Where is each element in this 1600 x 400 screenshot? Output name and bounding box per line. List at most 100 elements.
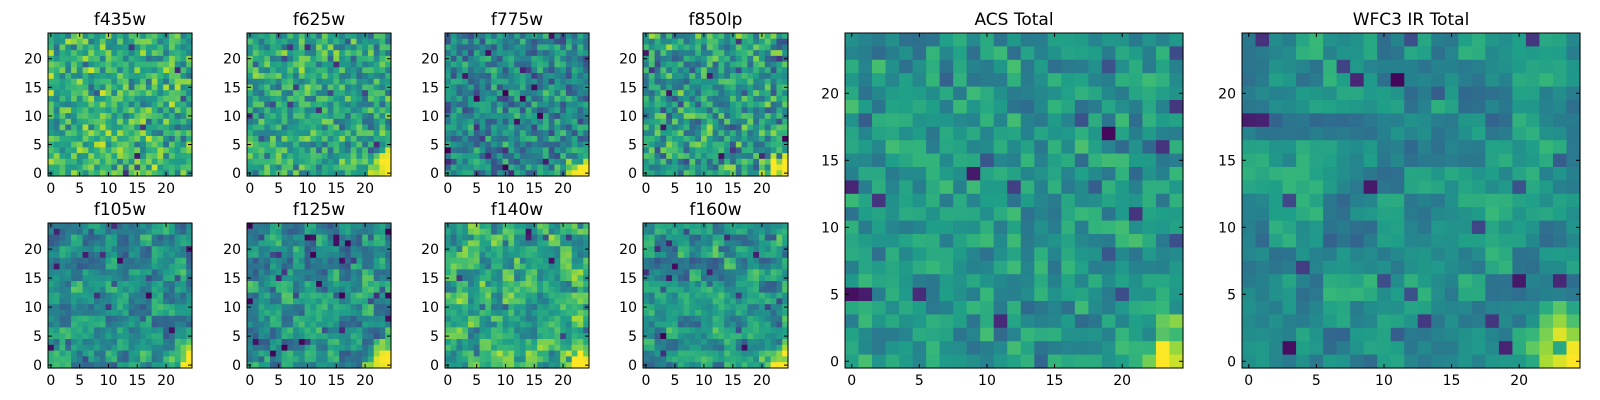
heatmap-cell [174, 55, 182, 63]
heatmap-cell [298, 292, 306, 299]
heatmap-cell [683, 234, 690, 241]
heatmap-cell [333, 67, 340, 74]
heatmap-cell [140, 356, 147, 363]
x-tick-label: 5 [75, 181, 84, 197]
heatmap-cell [105, 310, 112, 317]
heatmap-cell [293, 164, 300, 171]
heatmap-cell [270, 147, 277, 154]
x-tick-label: 15 [525, 181, 543, 197]
heatmap-cell [683, 61, 690, 68]
heatmap-cell [76, 84, 84, 91]
heatmap-cell [554, 118, 561, 126]
heatmap-cell [122, 292, 130, 299]
heatmap-cell [565, 164, 573, 171]
heatmap-cell [730, 55, 737, 63]
heatmap-cell [491, 333, 498, 340]
heatmap-cell [666, 153, 673, 160]
heatmap-cell [180, 350, 187, 357]
heatmap-cell [111, 298, 118, 305]
heatmap-cell [677, 50, 685, 57]
heatmap-cell [514, 118, 521, 126]
heatmap-cell [270, 223, 277, 230]
heatmap-cell [350, 147, 358, 154]
heatmap-cell [373, 153, 381, 160]
heatmap-cell [764, 158, 772, 166]
heatmap-cell [344, 310, 352, 317]
heatmap-cell [264, 33, 271, 40]
heatmap-cell [94, 84, 101, 91]
heatmap-cell [712, 304, 719, 311]
heatmap-cell [356, 292, 363, 299]
heatmap-cell [379, 113, 386, 120]
heatmap-cell [654, 263, 661, 270]
heatmap-cell [145, 292, 153, 299]
heatmap-cell [122, 304, 130, 311]
heatmap-cell [264, 275, 271, 282]
heatmap-cell [677, 67, 685, 74]
heatmap-cell [310, 327, 317, 334]
heatmap-cell [770, 228, 777, 236]
heatmap-cell [356, 73, 363, 80]
heatmap-cell [367, 170, 375, 177]
heatmap-cell [122, 158, 130, 166]
heatmap-cell [735, 124, 743, 131]
heatmap-cell [344, 333, 352, 340]
heatmap-cell [327, 170, 334, 177]
heatmap-cell [672, 38, 679, 46]
heatmap-cell [140, 234, 147, 241]
heatmap-cell [764, 44, 772, 51]
heatmap-cell [724, 147, 731, 154]
heatmap-cell [385, 339, 392, 346]
heatmap-cell [456, 304, 463, 311]
heatmap-cell [548, 310, 556, 317]
heatmap-cell [287, 344, 294, 352]
heatmap-cell [59, 78, 66, 86]
heatmap-cell [252, 130, 260, 137]
heatmap-cell [571, 170, 579, 177]
heatmap-cell [344, 269, 352, 276]
heatmap-cell [344, 298, 352, 305]
heatmap-cell [275, 90, 283, 97]
heatmap-cell [287, 339, 294, 346]
heatmap-cell [508, 310, 515, 317]
heatmap-cell [247, 321, 254, 328]
heatmap-cell [252, 124, 260, 131]
heatmap-cell [456, 113, 463, 120]
heatmap-cell [53, 252, 61, 259]
heatmap-cell [537, 327, 544, 334]
heatmap-cell [339, 38, 346, 46]
heatmap-cell [554, 78, 561, 86]
heatmap-cell [385, 38, 392, 46]
heatmap-cell [701, 275, 708, 282]
heatmap-cell [117, 78, 124, 86]
heatmap-cell [542, 263, 550, 270]
heatmap-cell [350, 315, 358, 323]
heatmap-cell [385, 78, 392, 86]
x-tick-label: 20 [157, 373, 175, 389]
heatmap-cell [491, 38, 498, 46]
heatmap-cell [145, 339, 153, 346]
heatmap-cell [496, 90, 504, 97]
heatmap-cell [339, 73, 346, 80]
heatmap-cell [648, 240, 656, 247]
heatmap-cell [180, 55, 187, 63]
heatmap-cell [776, 304, 783, 311]
heatmap-cell [782, 67, 789, 74]
heatmap-cell [373, 252, 381, 259]
heatmap-cell [76, 78, 84, 86]
heatmap-cell [111, 292, 118, 299]
heatmap-cell [468, 327, 475, 334]
heatmap-cell [473, 158, 481, 166]
heatmap-cell [327, 73, 334, 80]
heatmap-cell [571, 275, 579, 282]
heatmap-cell [76, 350, 84, 357]
heatmap-cell [718, 228, 725, 236]
heatmap-cell [362, 257, 369, 265]
heatmap-cell [782, 78, 789, 86]
heatmap-cell [519, 310, 527, 317]
heatmap-cell [122, 124, 130, 131]
heatmap-cell [117, 124, 124, 131]
heatmap-cell [344, 362, 352, 369]
heatmap-cell [356, 344, 363, 352]
heatmap-cell [258, 275, 265, 282]
